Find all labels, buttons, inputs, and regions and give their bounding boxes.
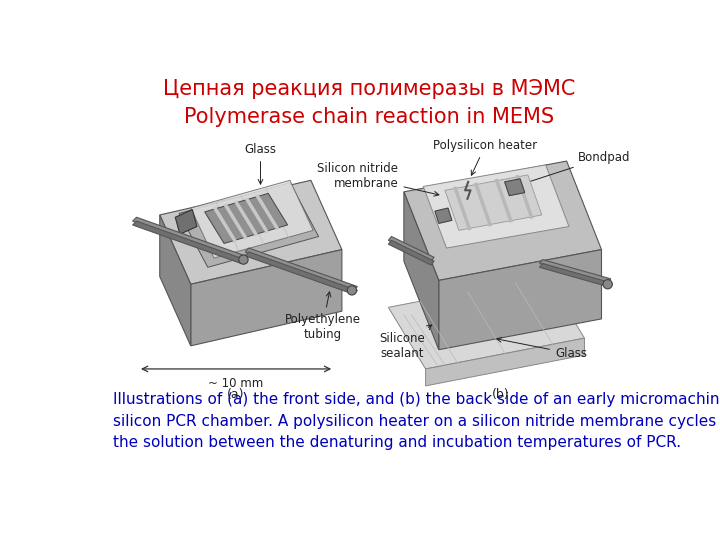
Polygon shape (160, 215, 191, 346)
Polygon shape (539, 260, 611, 283)
Text: Bondpad: Bondpad (518, 151, 631, 186)
Text: Цепная реакция полимеразы в МЭМС
Polymerase chain reaction in MEMS: Цепная реакция полимеразы в МЭМС Polymer… (163, 79, 575, 127)
Polygon shape (388, 276, 585, 369)
Polygon shape (505, 179, 525, 195)
Text: Polyethylene
tubing: Polyethylene tubing (284, 292, 361, 341)
Text: (b): (b) (492, 388, 510, 401)
Circle shape (347, 286, 356, 295)
Polygon shape (191, 180, 313, 258)
Polygon shape (388, 240, 434, 265)
Polygon shape (245, 248, 357, 291)
Text: Glass: Glass (497, 338, 587, 360)
Text: (a): (a) (227, 388, 245, 401)
Polygon shape (423, 165, 569, 248)
Polygon shape (426, 338, 585, 386)
Polygon shape (175, 210, 197, 234)
Polygon shape (191, 249, 342, 346)
Polygon shape (404, 161, 601, 280)
Polygon shape (438, 249, 601, 350)
Polygon shape (160, 180, 342, 284)
Text: Silicon nitride
membrane: Silicon nitride membrane (318, 163, 439, 196)
Text: ~ 10 mm: ~ 10 mm (208, 377, 264, 390)
Text: Polysilicon heater: Polysilicon heater (433, 139, 537, 176)
Circle shape (239, 255, 248, 264)
Polygon shape (132, 217, 245, 260)
Polygon shape (179, 183, 319, 267)
Text: Illustrations of (a) the front side, and (b) the back side of an early micromach: Illustrations of (a) the front side, and… (113, 392, 720, 450)
Polygon shape (132, 221, 245, 264)
Polygon shape (204, 193, 287, 244)
Polygon shape (388, 237, 434, 261)
Text: Silicone
sealant: Silicone sealant (379, 325, 432, 360)
Polygon shape (435, 208, 452, 224)
Circle shape (603, 280, 612, 289)
Text: Glass: Glass (245, 143, 276, 184)
Polygon shape (445, 175, 542, 231)
Polygon shape (404, 192, 438, 350)
Polygon shape (245, 252, 357, 294)
Polygon shape (539, 264, 611, 287)
